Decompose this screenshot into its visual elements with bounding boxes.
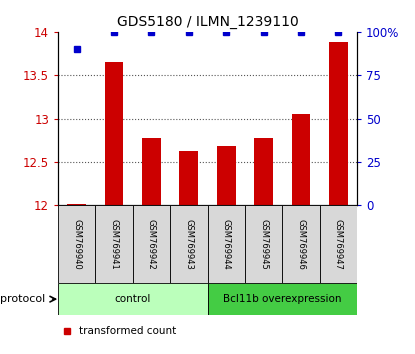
Bar bbox=[320, 205, 357, 283]
Bar bbox=[133, 205, 170, 283]
Bar bbox=[254, 138, 273, 205]
Bar bbox=[105, 62, 124, 205]
Text: control: control bbox=[115, 294, 151, 304]
Bar bbox=[142, 138, 161, 205]
Bar bbox=[58, 283, 208, 315]
Text: protocol: protocol bbox=[0, 294, 46, 304]
Bar bbox=[208, 283, 357, 315]
Bar bbox=[179, 151, 198, 205]
Bar bbox=[58, 205, 95, 283]
Bar bbox=[282, 205, 320, 283]
Text: GSM769941: GSM769941 bbox=[110, 219, 119, 270]
Bar bbox=[170, 205, 208, 283]
Text: GSM769942: GSM769942 bbox=[147, 219, 156, 270]
Bar bbox=[245, 205, 282, 283]
Bar bbox=[291, 114, 310, 205]
Text: GSM769946: GSM769946 bbox=[296, 219, 305, 270]
Bar bbox=[217, 146, 236, 205]
Bar bbox=[208, 205, 245, 283]
Text: GSM769944: GSM769944 bbox=[222, 219, 231, 270]
Text: GSM769940: GSM769940 bbox=[72, 219, 81, 270]
Text: GSM769947: GSM769947 bbox=[334, 219, 343, 270]
Title: GDS5180 / ILMN_1239110: GDS5180 / ILMN_1239110 bbox=[117, 16, 298, 29]
Bar bbox=[329, 42, 348, 205]
Text: Bcl11b overexpression: Bcl11b overexpression bbox=[223, 294, 342, 304]
Bar bbox=[95, 205, 133, 283]
Text: GSM769943: GSM769943 bbox=[184, 219, 193, 270]
Text: transformed count: transformed count bbox=[79, 326, 176, 336]
Bar bbox=[67, 204, 86, 205]
Text: GSM769945: GSM769945 bbox=[259, 219, 268, 270]
